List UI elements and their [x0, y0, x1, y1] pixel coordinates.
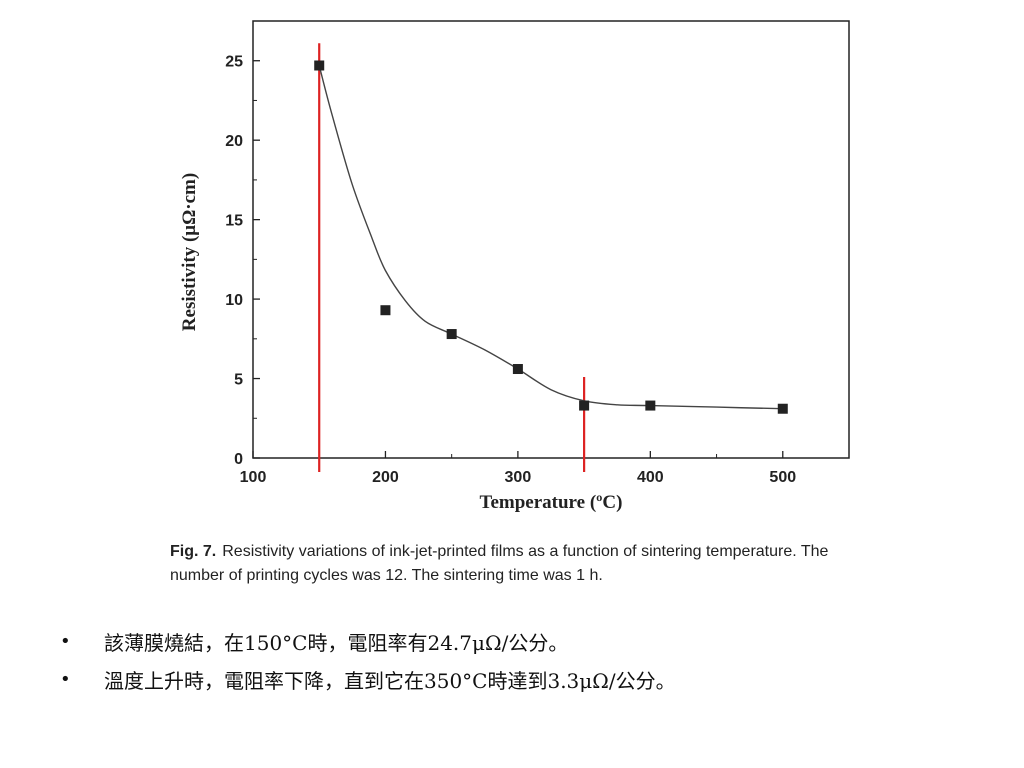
data-point: [446, 329, 457, 340]
figure-label: Fig. 7.: [170, 543, 217, 560]
data-point: [314, 60, 325, 71]
x-tick-label: 200: [372, 469, 399, 486]
x-axis-label: Temperature (ºC): [480, 492, 623, 513]
reference-lines: [318, 43, 586, 472]
figure-caption: Fig. 7. Resistivity variations of ink-jet…: [170, 540, 870, 588]
caption-text: Resistivity variations of ink-jet-printe…: [170, 543, 829, 584]
x-tick-label: 100: [240, 469, 267, 486]
bullet-item: • 該薄膜燒結，在150°C時，電阻率有24.7μΩ/公分。: [60, 622, 1000, 660]
y-tick-label: 20: [225, 133, 243, 150]
y-axis-label: Resistivity (μΩ·cm): [179, 173, 200, 331]
bullet-text: 該薄膜燒結，在150°C時，電阻率有24.7μΩ/公分。: [104, 630, 569, 655]
data-point: [645, 400, 656, 411]
plot-frame: [252, 20, 850, 459]
x-tick-label: 400: [637, 469, 664, 486]
fit-curve: [318, 65, 783, 410]
resistivity-chart: 0 5 10 15 20 25 100 200 300 400 500 Temperature (…: [179, 20, 850, 513]
data-point: [777, 403, 788, 414]
bullet-list: • 該薄膜燒結，在150°C時，電阻率有24.7μΩ/公分。 • 溫度上升時，電…: [60, 622, 1000, 698]
y-tick-label: 15: [225, 213, 243, 230]
bullet-item: • 溫度上升時，電阻率下降，直到它在350°C時達到3.3μΩ/公分。: [60, 660, 1000, 698]
x-axis: 100 200 300 400 500: [240, 451, 796, 486]
x-tick-label: 300: [505, 469, 532, 486]
bullet-symbol: •: [60, 668, 71, 690]
y-tick-label: 10: [225, 292, 243, 309]
y-tick-label: 0: [234, 451, 243, 468]
data-point: [380, 305, 391, 316]
y-tick-label: 5: [234, 372, 243, 389]
y-axis: 0 5 10 15 20 25: [225, 54, 260, 468]
x-tick-label: 500: [769, 469, 796, 486]
y-tick-label: 25: [225, 54, 243, 71]
data-point: [579, 400, 590, 411]
bullet-symbol: •: [60, 630, 71, 652]
data-point: [512, 364, 523, 375]
data-points: [314, 60, 788, 414]
bullet-text: 溫度上升時，電阻率下降，直到它在350°C時達到3.3μΩ/公分。: [104, 668, 676, 693]
